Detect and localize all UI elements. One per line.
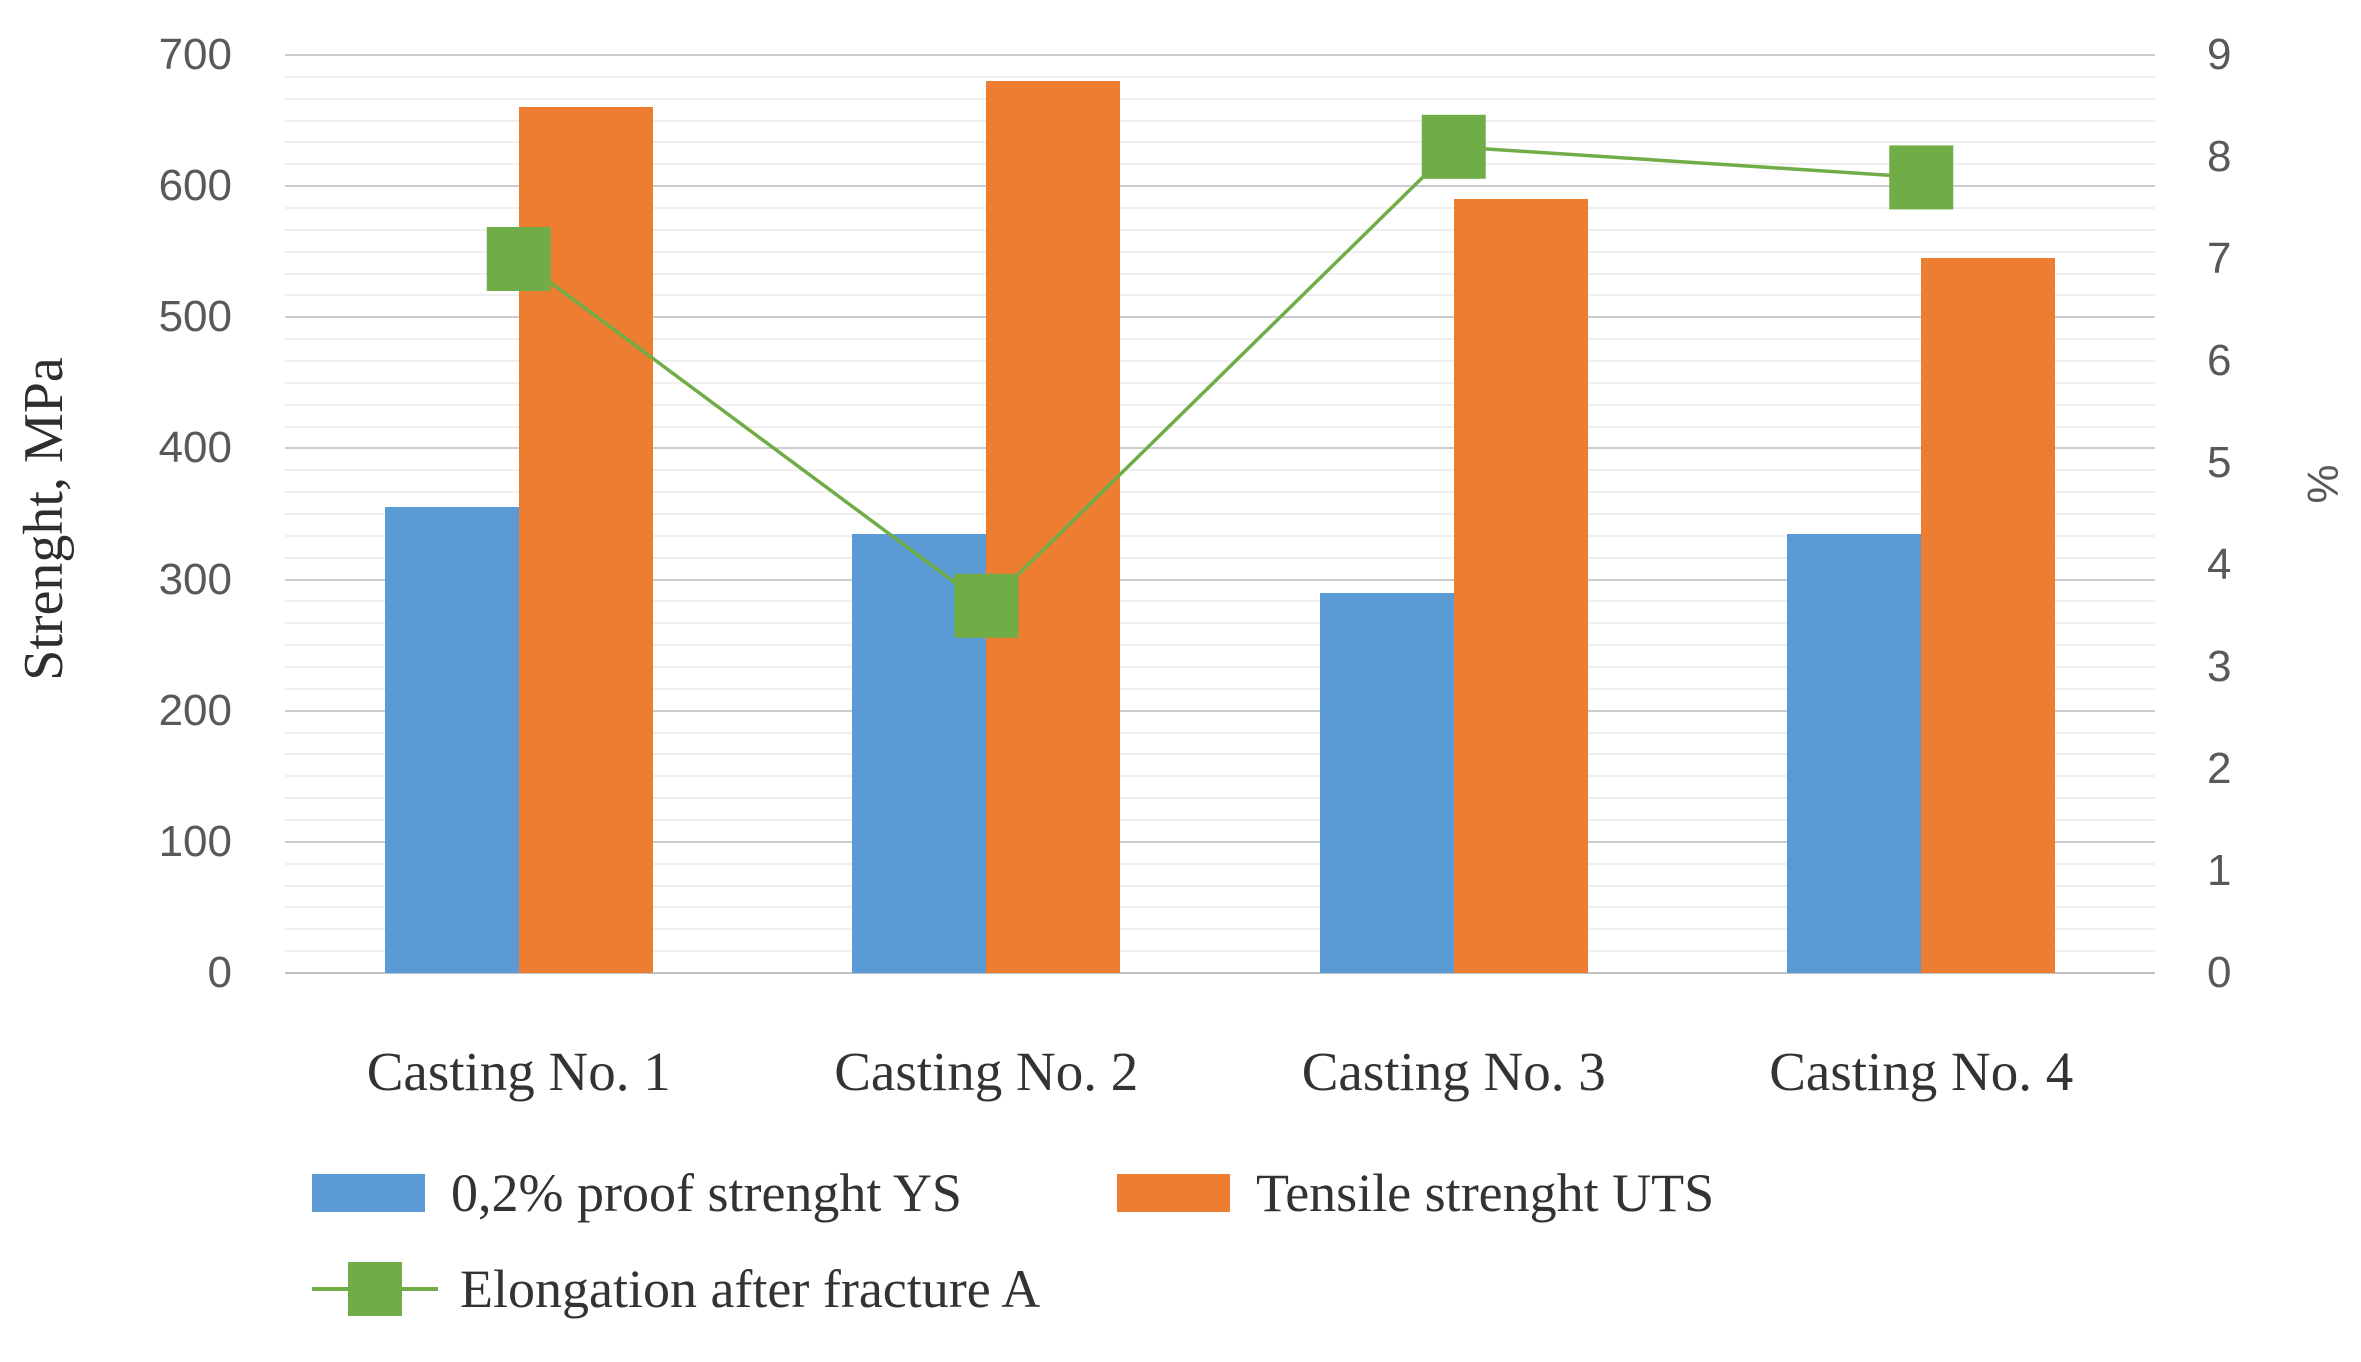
proof-strength-swatch [312, 1174, 425, 1212]
primary-tick-200: 200 [158, 685, 232, 735]
gridline-minor [285, 425, 2155, 428]
plot-area [285, 54, 2155, 974]
gridline-minor [285, 513, 2155, 515]
secondary-axis-title: % [2298, 464, 2347, 504]
gridline-minor [285, 797, 2155, 800]
gridline-minor [285, 906, 2155, 909]
proof-strength-legend-label: 0,2% proof strenght YS [451, 1163, 962, 1223]
gridline-minor [285, 600, 2155, 603]
legend-item-tensile-strength: Tensile strenght UTS [1117, 1162, 1714, 1224]
elongation-line [517, 145, 1922, 609]
category-label-casting-2: Casting No. 2 [834, 1041, 1139, 1102]
secondary-tick-5: 5 [2207, 438, 2232, 487]
gridline-minor [285, 731, 2155, 734]
gridline-minor [285, 556, 2155, 559]
gridline-minor [285, 491, 2155, 494]
gridline-minor [285, 228, 2155, 231]
bar-uts-casting-2 [986, 81, 1121, 973]
secondary-tick-0: 0 [2207, 948, 2232, 997]
gridline-minor [285, 884, 2155, 887]
secondary-tick-3: 3 [2207, 642, 2232, 691]
category-label-casting-3: Casting No. 3 [1301, 1041, 1606, 1102]
gridline-minor [285, 141, 2155, 144]
bar-ys-casting-3 [1319, 592, 1454, 973]
elongation-marker-casting-3 [1421, 114, 1486, 179]
category-label-casting-1: Casting No. 1 [366, 1041, 671, 1102]
elongation-marker-casting-2 [954, 573, 1019, 638]
gridline-minor [285, 207, 2155, 209]
gridline-major [285, 54, 2155, 56]
secondary-tick-9: 9 [2207, 30, 2232, 79]
gridline-minor [285, 75, 2155, 78]
gridline-minor [285, 97, 2155, 100]
gridline-minor [285, 753, 2155, 756]
gridline-minor [285, 250, 2155, 253]
category-label-casting-4: Casting No. 4 [1769, 1041, 2074, 1102]
gridline-minor [285, 272, 2155, 275]
secondary-tick-7: 7 [2207, 234, 2232, 283]
gridline-major [285, 447, 2155, 450]
secondary-tick-6: 6 [2207, 336, 2232, 385]
primary-tick-500: 500 [158, 292, 232, 342]
gridline-major [285, 840, 2155, 843]
gridline-minor [285, 163, 2155, 166]
gridline-minor [285, 862, 2155, 865]
gridline-minor [285, 119, 2155, 122]
gridline-minor [285, 469, 2155, 472]
secondary-tick-2: 2 [2207, 744, 2232, 793]
gridline-major [285, 316, 2155, 319]
gridline-major [285, 709, 2155, 712]
bar-uts-casting-4 [1921, 258, 2056, 973]
bar-ys-casting-4 [1787, 533, 1922, 973]
bar-ys-casting-1 [384, 507, 519, 973]
gridline-minor [285, 294, 2155, 297]
gridline-minor [285, 534, 2155, 537]
elongation-marker-casting-4 [1889, 145, 1954, 210]
tensile-strength-legend-label: Tensile strenght UTS [1256, 1163, 1715, 1223]
bar-uts-casting-3 [1453, 199, 1588, 973]
elongation-line-layer [486, 114, 1954, 638]
elongation-line-marker-swatch [312, 1260, 438, 1318]
gridline-minor [285, 622, 2155, 625]
tensile-strength-swatch [1117, 1174, 1230, 1212]
primary-tick-300: 300 [158, 554, 232, 604]
gridline-minor [285, 360, 2155, 362]
primary-tick-600: 600 [158, 161, 232, 211]
gridline-minor [285, 666, 2155, 668]
primary-tick-0: 0 [207, 948, 232, 997]
secondary-tick-1: 1 [2207, 846, 2232, 895]
elongation-marker-casting-1 [486, 227, 551, 291]
legend-item-proof-strength: 0,2% proof strenght YS [312, 1162, 962, 1224]
gridline-minor [285, 819, 2155, 821]
elongation-legend-label: Elongation after fracture A [460, 1259, 1041, 1319]
gridline-minor [285, 928, 2155, 931]
primary-tick-700: 700 [158, 30, 232, 79]
legend-item-elongation: Elongation after fracture A [312, 1258, 1040, 1320]
gridline-baseline [285, 972, 2155, 974]
gridline-major [285, 578, 2155, 581]
gridline-minor [285, 950, 2155, 953]
primary-axis-title: Strenght, MPa [13, 357, 75, 681]
primary-tick-100: 100 [158, 816, 232, 866]
gridline-minor [285, 403, 2155, 406]
secondary-tick-4: 4 [2207, 540, 2232, 589]
secondary-tick-8: 8 [2207, 132, 2232, 181]
gridline-minor [285, 687, 2155, 690]
gridline-minor [285, 381, 2155, 384]
primary-tick-400: 400 [158, 423, 232, 473]
gridline-major [285, 185, 2155, 188]
gridline-minor [285, 775, 2155, 778]
elongation-legend-square [348, 1262, 402, 1316]
gridline-minor [285, 644, 2155, 647]
gridline-minor [285, 338, 2155, 341]
